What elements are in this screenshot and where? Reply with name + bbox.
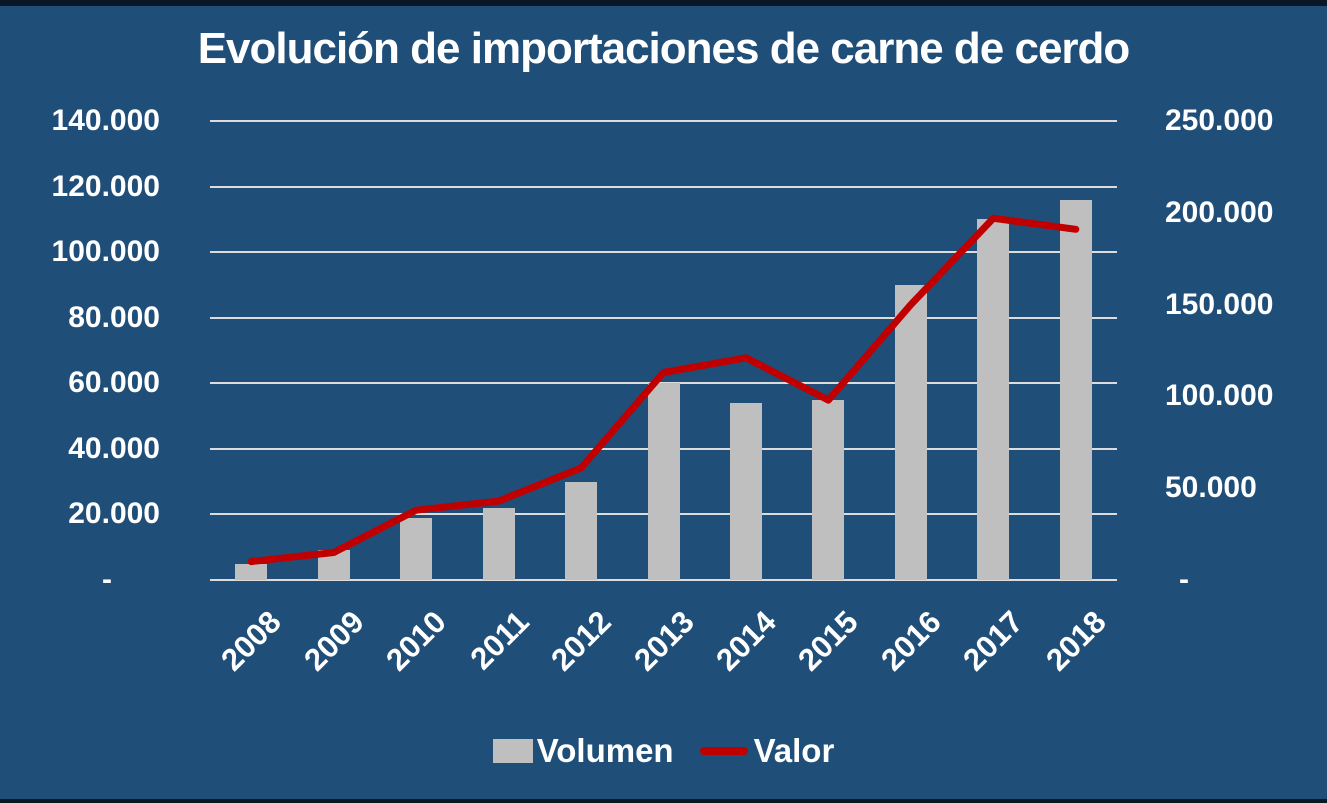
volumen-bar-2016: [894, 284, 927, 580]
right-axis-tick-label: 250.000: [1165, 104, 1274, 137]
volumen-legend-label: Volumen: [536, 732, 674, 769]
gridline: [210, 316, 1117, 319]
left-axis-tick-label: 40.000: [68, 431, 160, 465]
volumen-bar-2012: [565, 481, 598, 580]
volumen-bar-2014: [729, 402, 762, 580]
left-axis-tick-label: 140.000: [51, 104, 160, 137]
left-axis-tick-label: 60.000: [68, 366, 160, 400]
volumen-legend-swatch: [492, 739, 533, 763]
chart-title: Evolución de importaciones de carne de c…: [197, 24, 1131, 73]
left-axis-tick-label: 120.000: [51, 169, 160, 203]
right-axis-tick-label: -: [1179, 563, 1189, 596]
volumen-bar-2010: [400, 517, 433, 580]
right-axis-tick-label: 150.000: [1165, 287, 1274, 321]
valor-legend-label: Valor: [753, 732, 835, 769]
volumen-bar-2015: [812, 399, 845, 580]
gridline: [210, 251, 1117, 254]
volumen-bar-2008: [235, 563, 268, 580]
left-axis-tick-label: -: [102, 563, 112, 596]
left-axis-tick-label: 20.000: [68, 497, 160, 531]
volumen-bar-2017: [977, 219, 1010, 580]
valor-legend-swatch: [699, 747, 748, 755]
right-axis-tick-label: 100.000: [1165, 379, 1274, 413]
top-edge-strip: [0, 0, 1327, 6]
left-axis-tick-label: 100.000: [51, 235, 160, 269]
gridline: [210, 579, 1117, 581]
gridline: [210, 185, 1117, 188]
right-axis-tick-label: 50.000: [1165, 471, 1257, 505]
gridline: [210, 120, 1117, 122]
volumen-bar-2011: [482, 507, 515, 580]
bottom-edge-strip: [0, 799, 1327, 803]
volumen-bar-2018: [1059, 199, 1092, 580]
valor-line: [247, 214, 1080, 566]
legend: Volumen Valor: [0, 733, 1327, 769]
left-axis-tick-label: 80.000: [68, 300, 160, 334]
volumen-bar-2013: [647, 383, 680, 580]
right-axis-tick-label: 200.000: [1165, 195, 1274, 229]
